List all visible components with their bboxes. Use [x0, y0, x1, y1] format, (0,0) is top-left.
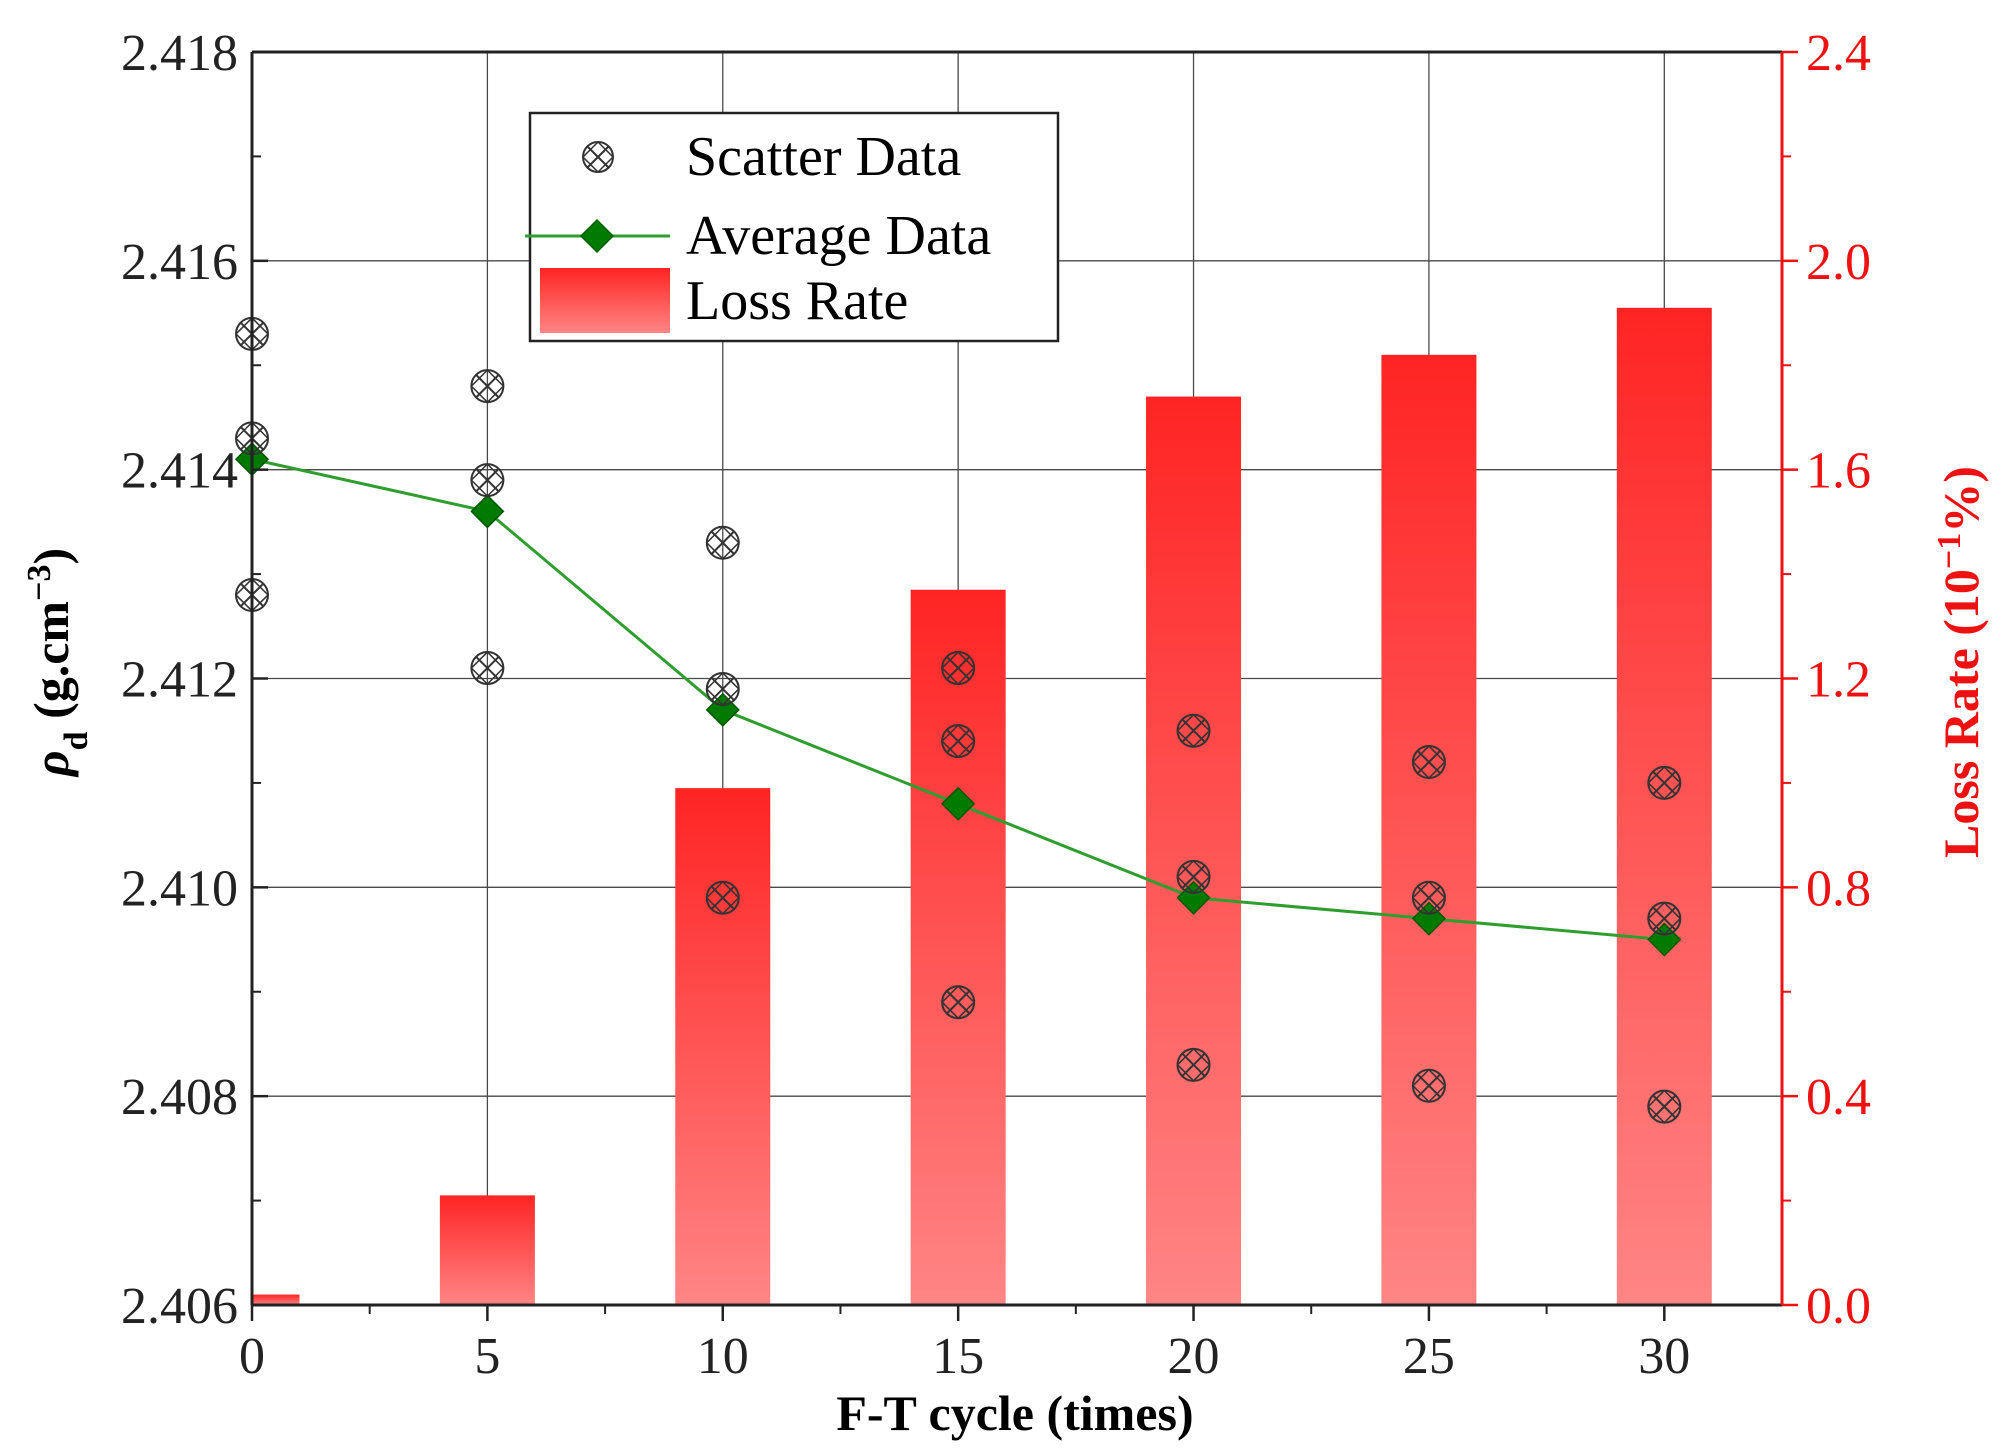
scatter-point	[470, 463, 505, 498]
scatter-point-diamond	[705, 880, 740, 915]
legend-label-scatter: Scatter Data	[686, 126, 961, 188]
scatter-point-cross	[1652, 1094, 1677, 1119]
scatter-points	[234, 316, 1682, 1124]
scatter-point	[705, 880, 740, 915]
bottom-tick-label: 30	[1638, 1328, 1690, 1385]
legend: Scatter Data Average Data Loss Rate	[525, 111, 1060, 343]
bottom-tick-label: 25	[1403, 1328, 1455, 1385]
scatter-point-cross	[1417, 886, 1441, 910]
bottom-tick-label: 15	[932, 1328, 984, 1385]
left-tick-label: 2.410	[121, 860, 238, 917]
loss-rate-bar	[252, 1294, 300, 1305]
scatter-point-cross	[475, 656, 500, 680]
scatter-point-diamond	[1176, 713, 1211, 748]
scatter-point-cross	[475, 374, 500, 398]
loss-rate-bar	[1146, 396, 1242, 1305]
right-tick-label: 1.6	[1806, 443, 1871, 500]
scatter-point	[941, 985, 976, 1020]
right-tick-label: 2.0	[1806, 234, 1871, 291]
scatter-point-cross	[1181, 719, 1206, 743]
scatter-point-diamond	[470, 369, 505, 404]
left-tick-label: 2.418	[121, 25, 238, 82]
scatter-point	[1647, 1089, 1682, 1124]
scatter-point-cross	[1417, 750, 1441, 774]
scatter-point	[1411, 880, 1446, 915]
legend-label-average: Average Data	[686, 205, 991, 267]
scatter-point-cross	[946, 990, 970, 1014]
scatter-point	[1647, 901, 1682, 936]
loss-rate-bars	[252, 307, 1712, 1306]
right-tick-label: 0.8	[1806, 860, 1871, 917]
scatter-point	[1647, 765, 1682, 800]
scatter-point-cross	[711, 531, 735, 555]
average-data-point	[470, 494, 505, 529]
scatter-point-diamond	[1411, 1068, 1446, 1103]
average-data-point	[941, 786, 976, 821]
left-tick-label: 2.412	[121, 652, 238, 709]
left-tick-label: 2.408	[121, 1069, 238, 1126]
loss-rate-bar	[910, 589, 1006, 1305]
loss-rate-bar	[1381, 354, 1477, 1305]
loss-rate-bar	[439, 1195, 535, 1305]
bottom-tick-label: 20	[1168, 1328, 1220, 1385]
left-tick-label: 2.414	[121, 443, 238, 500]
scatter-point-cross	[1181, 1053, 1206, 1077]
scatter-point	[705, 525, 740, 560]
loss-rate-bar	[1616, 307, 1712, 1306]
scatter-point-cross	[1652, 906, 1677, 931]
scatter-point-diamond	[1176, 859, 1211, 894]
scatter-point	[470, 650, 505, 686]
scatter-point	[1411, 1068, 1446, 1103]
scatter-point	[1411, 744, 1446, 780]
right-tick-label: 2.4	[1806, 25, 1871, 82]
scatter-point-cross	[946, 656, 970, 680]
axes: 2.4062.4082.4102.4122.4142.4162.4180.00.…	[121, 25, 1871, 1385]
scatter-point-diamond	[941, 650, 976, 686]
scatter-point-diamond	[705, 671, 740, 707]
left-tick-label: 2.406	[121, 1278, 238, 1335]
scatter-point-diamond	[941, 985, 976, 1020]
scatter-point-diamond	[1647, 901, 1682, 936]
scatter-point-diamond	[1411, 880, 1446, 915]
bottom-tick-label: 5	[474, 1328, 500, 1385]
scatter-point	[1176, 1047, 1211, 1082]
scatter-point-cross	[711, 677, 735, 701]
scatter-point	[705, 671, 740, 707]
bottom-tick-label: 0	[239, 1328, 265, 1385]
legend-line-marker	[525, 218, 670, 254]
scatter-point	[941, 724, 976, 759]
left-axis-title: ρd (g.cm−3)	[21, 548, 95, 778]
scatter-point-diamond	[470, 650, 505, 686]
scatter-point-cross	[1417, 1074, 1441, 1098]
scatter-point-diamond	[1176, 1047, 1211, 1082]
scatter-point-diamond	[941, 724, 976, 759]
scatter-point-diamond	[1647, 765, 1682, 800]
average-line	[234, 442, 1682, 957]
scatter-point	[941, 650, 976, 686]
bottom-tick-label: 10	[697, 1328, 749, 1385]
loss-rate-bar	[675, 788, 771, 1305]
scatter-point-diamond	[470, 463, 505, 498]
scatter-point	[1176, 859, 1211, 894]
legend-scatter-marker	[581, 140, 615, 174]
scatter-point-diamond	[1411, 744, 1446, 780]
scatter-point	[470, 369, 505, 404]
scatter-point-diamond	[1647, 1089, 1682, 1124]
scatter-point	[1176, 713, 1211, 748]
scatter-point-cross	[1181, 865, 1206, 889]
scatter-point-cross	[946, 729, 970, 753]
right-tick-label: 0.4	[1806, 1069, 1871, 1126]
scatter-point-cross	[711, 886, 735, 910]
legend-bar-swatch	[540, 268, 670, 333]
scatter-point-cross	[1652, 771, 1677, 795]
scatter-point-diamond	[705, 525, 740, 560]
legend-label-loss: Loss Rate	[686, 270, 908, 332]
left-tick-label: 2.416	[121, 234, 238, 291]
x-axis-title: F-T cycle (times)	[836, 1385, 1193, 1441]
right-axis-title: Loss Rate (10−1%)	[1931, 466, 1990, 858]
right-tick-label: 1.2	[1806, 652, 1871, 709]
right-tick-label: 0.0	[1806, 1278, 1871, 1335]
scatter-point-cross	[475, 468, 500, 492]
